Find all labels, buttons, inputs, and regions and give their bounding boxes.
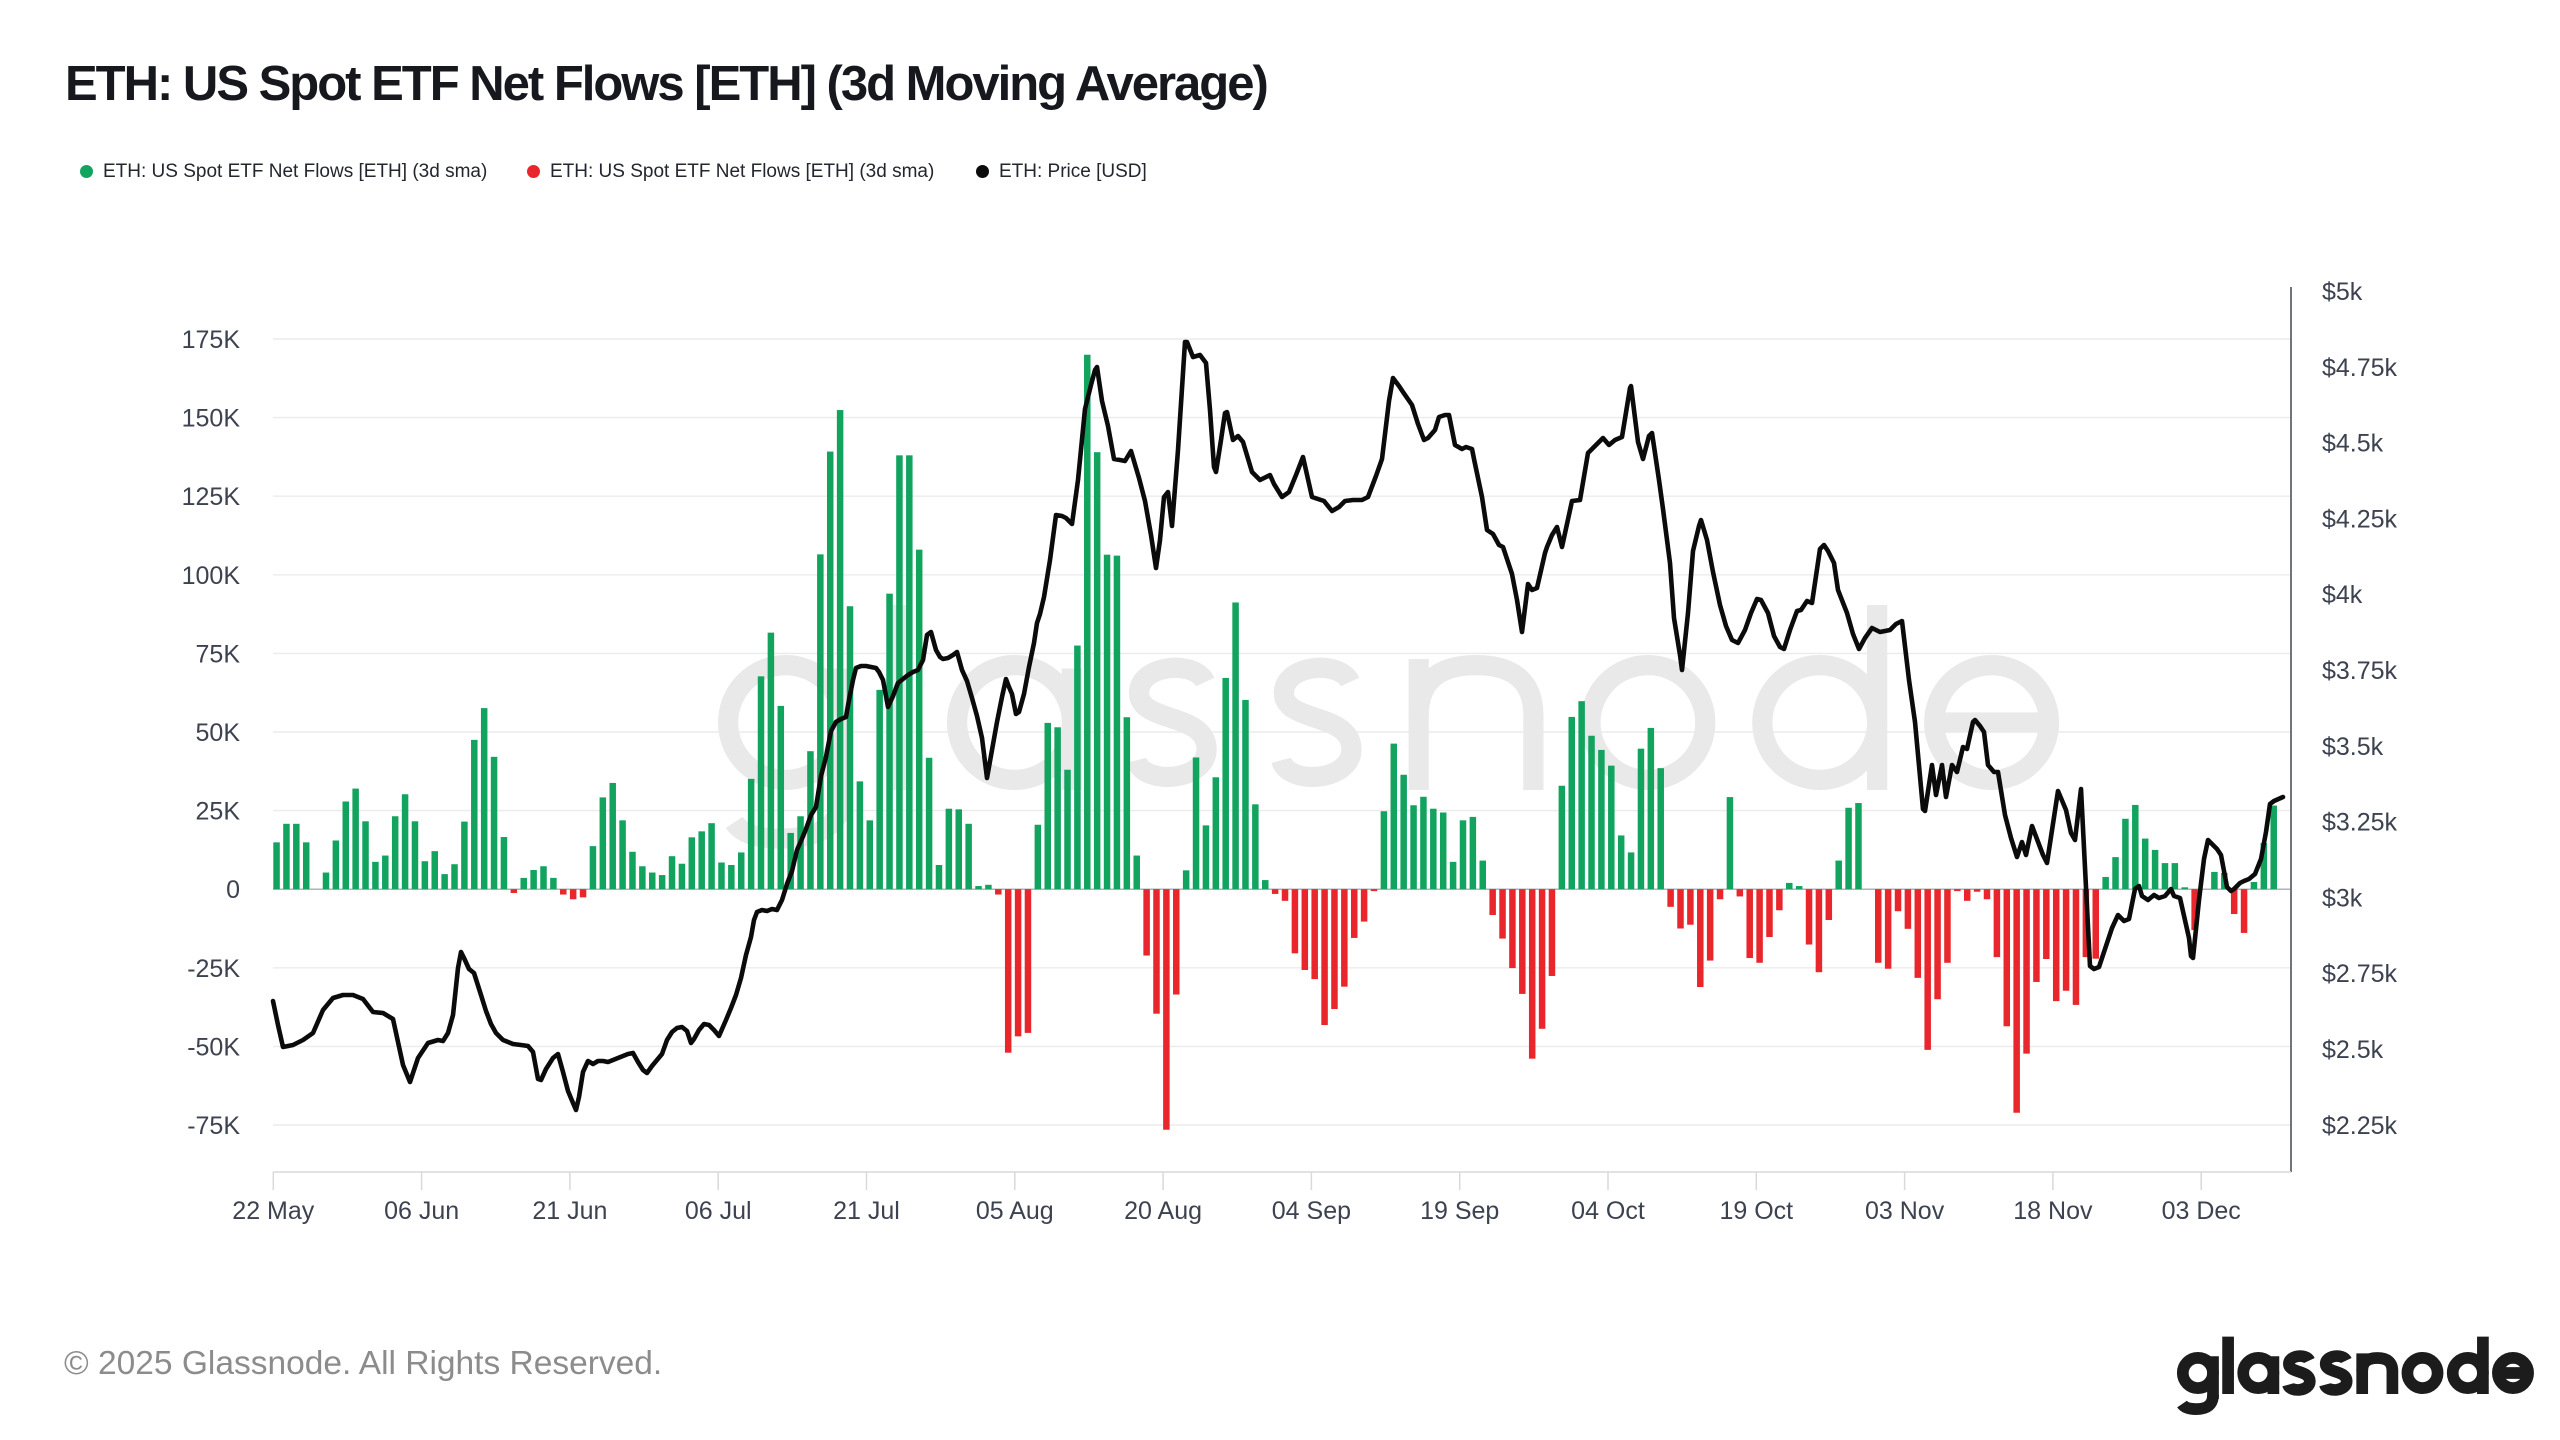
svg-text:$4.5k: $4.5k <box>2322 430 2384 458</box>
svg-text:$4k: $4k <box>2322 581 2363 609</box>
svg-text:$3.75k: $3.75k <box>2322 657 2398 685</box>
svg-text:$3.5k: $3.5k <box>2322 733 2384 761</box>
svg-text:$2.75k: $2.75k <box>2322 960 2398 988</box>
svg-text:175K: 175K <box>182 326 241 354</box>
svg-text:04 Oct: 04 Oct <box>1571 1197 1645 1225</box>
svg-text:$4.25k: $4.25k <box>2322 505 2398 533</box>
svg-text:100K: 100K <box>182 562 241 590</box>
svg-text:-75K: -75K <box>187 1112 240 1140</box>
svg-text:04 Sep: 04 Sep <box>1272 1197 1351 1225</box>
svg-text:19 Oct: 19 Oct <box>1719 1197 1793 1225</box>
svg-text:21 Jul: 21 Jul <box>833 1197 900 1225</box>
svg-text:$4.75k: $4.75k <box>2322 354 2398 382</box>
svg-text:$5k: $5k <box>2322 278 2363 306</box>
svg-text:21 Jun: 21 Jun <box>532 1197 607 1225</box>
svg-text:0: 0 <box>226 876 240 904</box>
svg-text:18 Nov: 18 Nov <box>2013 1197 2093 1225</box>
svg-text:25K: 25K <box>196 798 241 826</box>
svg-text:06 Jun: 06 Jun <box>384 1197 459 1225</box>
svg-text:50K: 50K <box>196 719 241 747</box>
svg-text:$3k: $3k <box>2322 884 2363 912</box>
svg-text:150K: 150K <box>182 405 241 433</box>
svg-text:22 May: 22 May <box>232 1197 314 1225</box>
svg-text:03 Nov: 03 Nov <box>1865 1197 1945 1225</box>
svg-text:125K: 125K <box>182 483 241 511</box>
svg-text:-25K: -25K <box>187 955 240 983</box>
svg-text:20 Aug: 20 Aug <box>1124 1197 1202 1225</box>
svg-text:-50K: -50K <box>187 1033 240 1061</box>
svg-text:$2.25k: $2.25k <box>2322 1112 2398 1140</box>
svg-text:$2.5k: $2.5k <box>2322 1036 2384 1064</box>
svg-text:03 Dec: 03 Dec <box>2162 1197 2241 1225</box>
svg-text:19 Sep: 19 Sep <box>1420 1197 1499 1225</box>
svg-text:05 Aug: 05 Aug <box>976 1197 1054 1225</box>
svg-text:75K: 75K <box>196 640 241 668</box>
svg-text:06 Jul: 06 Jul <box>685 1197 752 1225</box>
svg-text:$3.25k: $3.25k <box>2322 809 2398 837</box>
